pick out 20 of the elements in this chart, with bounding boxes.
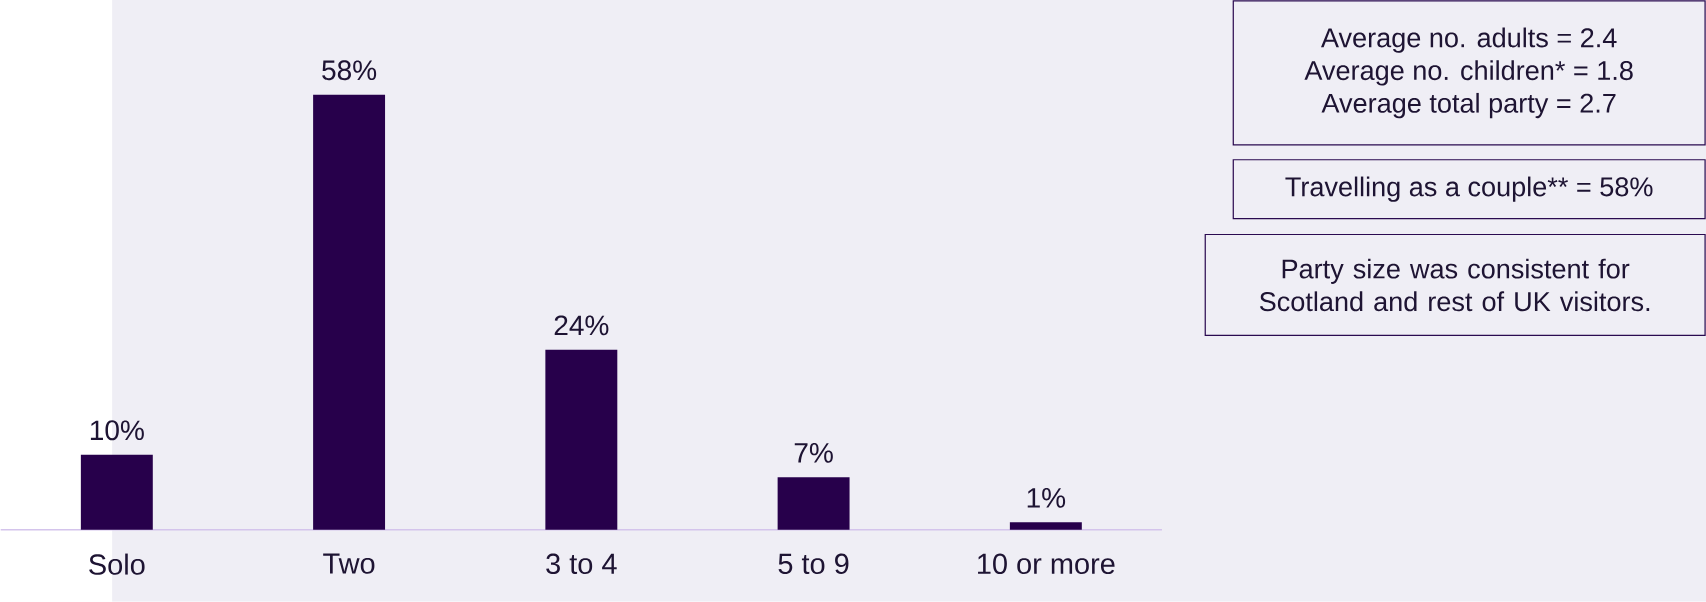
bar [80, 454, 153, 530]
text: Average no. adults = 2.4 [1320, 27, 1617, 53]
bar [777, 477, 850, 530]
bar [1009, 522, 1082, 530]
data-label: 7% [794, 443, 833, 463]
text: Travelling as a couple** = 58% [1285, 176, 1653, 202]
data-label: 1% [1027, 488, 1066, 508]
x-tick-label: Solo [89, 553, 145, 576]
bar [545, 349, 618, 530]
text: Average total party = 2.7 [1321, 93, 1616, 119]
x-tick-label: Two [323, 553, 375, 574]
x-tick-label: 3 to 4 [546, 553, 617, 575]
text: Average no. children* = 1.8 [1304, 60, 1633, 86]
x-tick-label: 10 or more [978, 553, 1115, 575]
text: Party size was consistent for Scotland and rest of UK visitors. [1259, 258, 1650, 312]
data-label: 58% [322, 60, 377, 81]
data-label: 24% [554, 315, 609, 336]
data-label: 10% [90, 420, 144, 441]
bar [313, 94, 386, 530]
x-tick-label: 5 to 9 [778, 553, 849, 575]
